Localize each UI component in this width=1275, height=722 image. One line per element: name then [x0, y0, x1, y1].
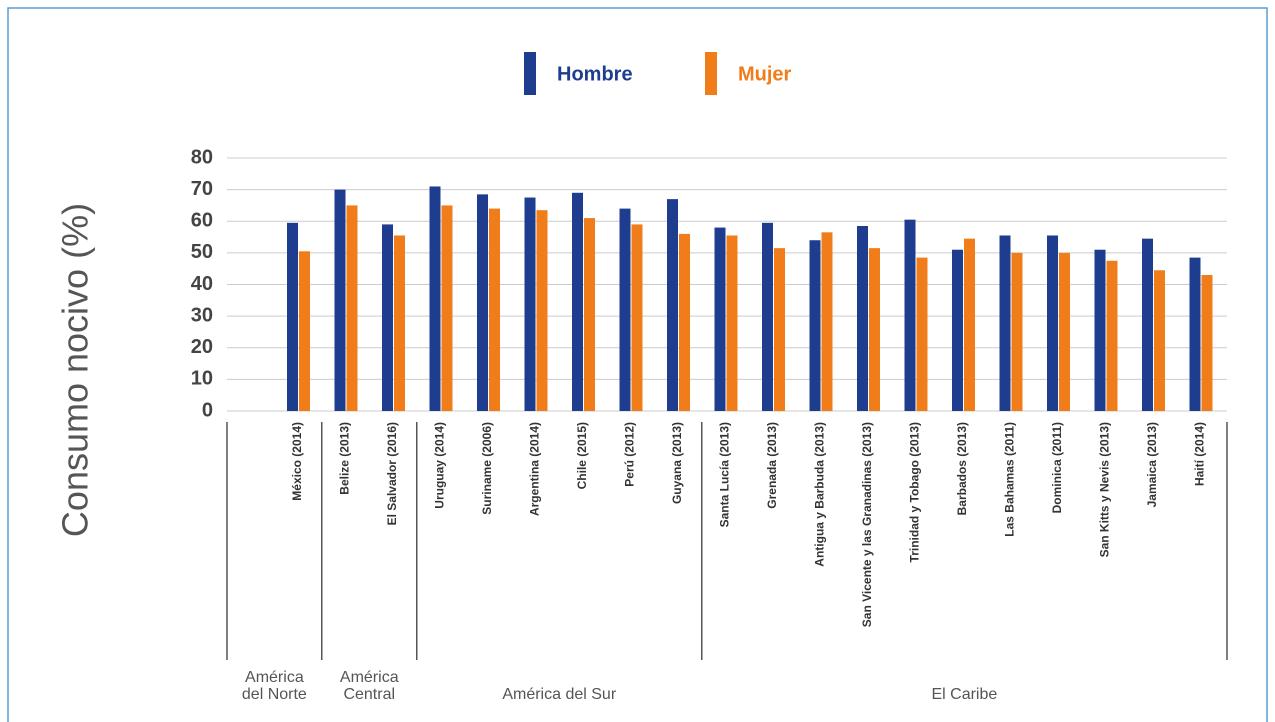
- bar: [667, 199, 678, 411]
- bar: [441, 205, 453, 411]
- bar: [762, 222, 773, 411]
- bar: [1154, 270, 1165, 411]
- bar: [916, 257, 928, 411]
- region-label: El Caribe: [931, 686, 997, 703]
- bar: [1106, 260, 1118, 411]
- x-tick-label: Uruguay (2014): [433, 422, 447, 509]
- x-tick-label: Santa Lucía (2013): [718, 422, 732, 527]
- region-label: América: [245, 669, 304, 686]
- region-label: Central: [343, 686, 395, 703]
- bar: [394, 235, 405, 411]
- x-tick-label: Chile (2015): [575, 422, 589, 489]
- y-tick-label: 0: [202, 399, 213, 421]
- x-tick-label: México (2014): [290, 422, 304, 501]
- x-tick-label: Jamaica (2013): [1145, 422, 1159, 507]
- legend-swatch: [524, 52, 536, 95]
- x-tick-label: Haití (2014): [1193, 422, 1207, 486]
- y-tick-label: 10: [191, 368, 213, 390]
- x-tick-label: Dominica (2011): [1050, 422, 1064, 513]
- bar: [809, 240, 821, 411]
- x-tick-label: Antigua y Barbuda (2013): [813, 422, 827, 567]
- y-tick-label: 20: [191, 336, 213, 358]
- bar: [429, 186, 441, 411]
- bar: [524, 197, 536, 411]
- bar: [489, 208, 500, 411]
- bar: [1142, 238, 1153, 411]
- bar: [869, 248, 880, 411]
- x-tick-label: Grenada (2013): [765, 422, 779, 509]
- legend-label: Hombre: [557, 63, 633, 85]
- x-tick-label: Trinidad y Tobago (2013): [908, 422, 922, 562]
- x-tick-label: San Kitts y Nevis (2013): [1098, 422, 1112, 557]
- x-tick-label: Belize (2013): [338, 422, 352, 495]
- bar: [572, 192, 583, 411]
- y-tick-label: 60: [191, 210, 213, 232]
- y-axis-label: Consumo nocivo (%): [55, 203, 96, 537]
- bar: [964, 238, 975, 411]
- bar: [1201, 275, 1213, 411]
- legend-swatch: [705, 52, 717, 95]
- bar: [287, 222, 298, 411]
- bar: [999, 235, 1011, 411]
- x-tick-label: El Salvador (2016): [385, 422, 399, 525]
- y-tick-label: 50: [191, 241, 213, 263]
- bar: [346, 205, 358, 411]
- y-tick-label: 40: [191, 273, 213, 295]
- x-tick-label: Guyana (2013): [670, 422, 684, 504]
- legend-label: Mujer: [738, 63, 792, 85]
- bar: [1189, 257, 1201, 411]
- bar: [619, 208, 631, 411]
- region-label: América del Sur: [502, 686, 616, 703]
- bar: [536, 210, 548, 411]
- bar: [334, 189, 346, 411]
- bar: [584, 218, 595, 411]
- bar: [714, 227, 726, 411]
- bar: [1059, 252, 1070, 411]
- region-label: del Norte: [242, 686, 307, 703]
- x-tick-label: Argentina (2014): [528, 422, 542, 516]
- x-tick-label: San Vicente y las Granadinas (2013): [860, 422, 874, 627]
- y-tick-label: 30: [191, 304, 213, 326]
- x-tick-label: Perú (2012): [623, 422, 637, 487]
- bar: [726, 235, 738, 411]
- bar: [1094, 249, 1106, 411]
- bar: [382, 224, 393, 411]
- bar: [821, 232, 833, 411]
- y-tick-label: 80: [191, 146, 213, 168]
- bar: [679, 233, 690, 411]
- bar: [1047, 235, 1058, 411]
- x-tick-label: Barbados (2013): [955, 422, 969, 515]
- x-tick-label: Las Bahamas (2011): [1003, 422, 1017, 537]
- bar: [477, 194, 488, 411]
- bar: [1011, 252, 1023, 411]
- bar: [774, 248, 785, 411]
- region-label: América: [340, 669, 399, 686]
- y-tick-label: 70: [191, 178, 213, 200]
- bar: [952, 249, 963, 411]
- bar: [857, 225, 868, 411]
- bar: [631, 224, 643, 411]
- x-tick-label: Suriname (2006): [480, 422, 494, 515]
- bar: [299, 251, 310, 411]
- bar: [904, 219, 916, 411]
- frame: [7, 7, 1268, 722]
